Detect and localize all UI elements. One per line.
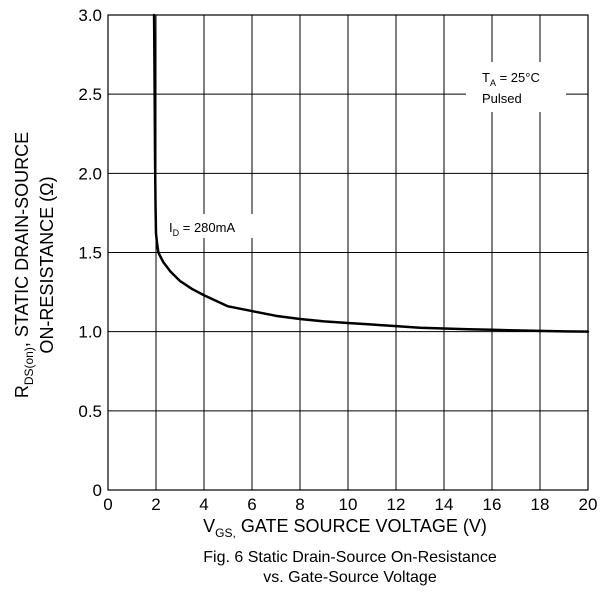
- y-tick-labels: 0 0.5 1.0 1.5 2.0 2.5 3.0: [78, 6, 102, 500]
- y-axis-label-line1: RDS(on), STATIC DRAIN-SOURCE: [12, 132, 36, 398]
- temperature-annotation: TA = 25°C: [482, 70, 540, 88]
- x-tick-label: 2: [151, 495, 160, 514]
- x-tick-label: 14: [435, 495, 454, 514]
- plot-frame: [107, 14, 589, 491]
- x-tick-label: 4: [199, 495, 208, 514]
- temperature-annotation-background: [466, 62, 566, 112]
- y-tick-label: 1.0: [78, 323, 102, 342]
- pulsed-annotation: Pulsed: [482, 91, 522, 106]
- y-tick-label: 0: [93, 481, 102, 500]
- x-tick-label: 12: [387, 495, 406, 514]
- figure-caption: Fig. 6 Static Drain-Source On-Resistance…: [110, 548, 590, 588]
- x-tick-label: 0: [103, 495, 112, 514]
- x-axis-label: VGS, GATE SOURCE VOLTAGE (V): [203, 516, 487, 540]
- y-tick-label: 3.0: [78, 6, 102, 25]
- current-annotation: ID = 280mA: [169, 220, 235, 238]
- x-tick-label: 16: [483, 495, 502, 514]
- caption-line-2: vs. Gate-Source Voltage: [263, 569, 437, 586]
- y-axis-label-line2: ON-RESISTANCE (Ω): [37, 176, 57, 353]
- current-annotation-background: [165, 214, 255, 238]
- x-tick-label: 20: [579, 495, 598, 514]
- series-line: [152, 13, 590, 333]
- caption-line-1: Fig. 6 Static Drain-Source On-Resistance: [203, 549, 497, 566]
- y-tick-label: 1.5: [78, 244, 102, 263]
- x-tick-labels: 0 2 4 6 8 10 12 14 16 18 20: [103, 495, 597, 514]
- y-tick-label: 0.5: [78, 402, 102, 421]
- x-tick-label: 6: [247, 495, 256, 514]
- x-tick-label: 10: [339, 495, 358, 514]
- x-tick-label: 8: [295, 495, 304, 514]
- x-tick-label: 18: [531, 495, 550, 514]
- y-tick-label: 2.0: [78, 164, 102, 183]
- y-tick-label: 2.5: [78, 85, 102, 104]
